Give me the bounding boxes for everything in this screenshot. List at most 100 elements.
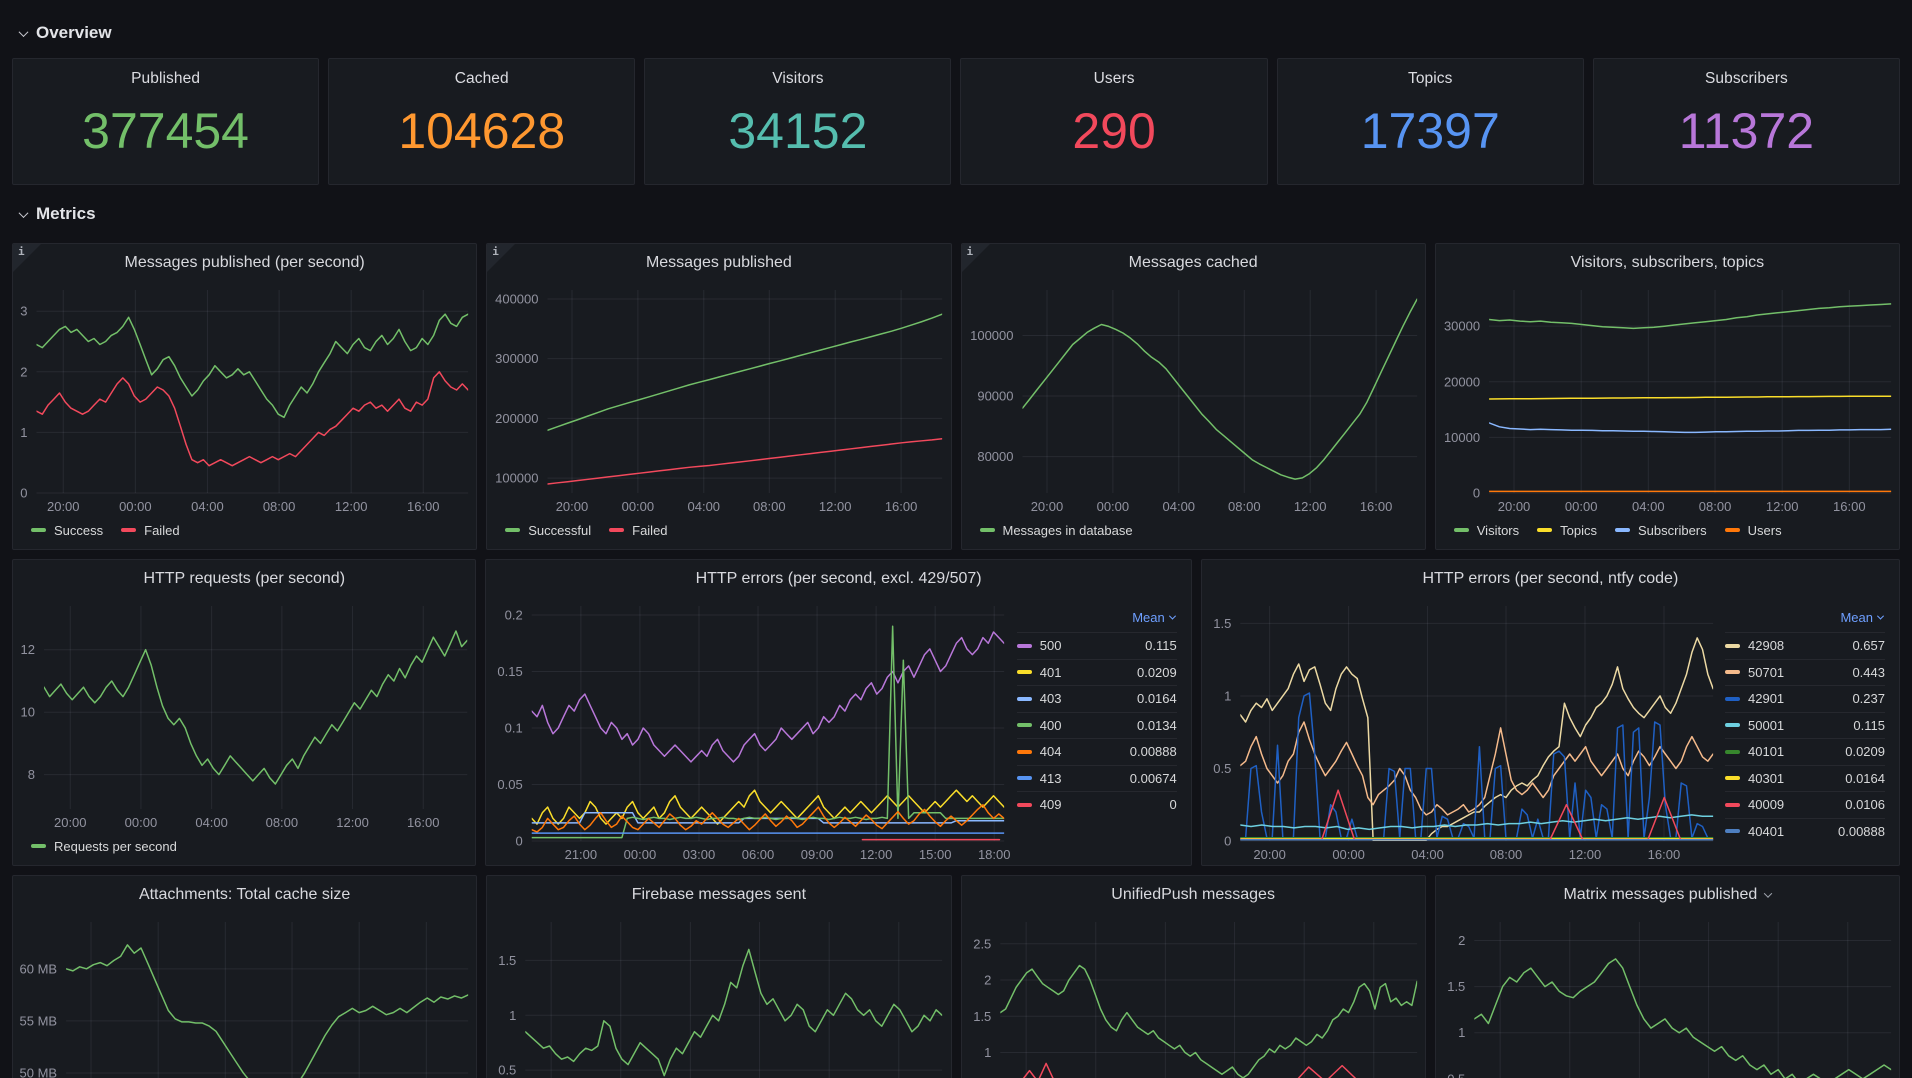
- chart-panel-cached: i Messages cached 80000 90000 100000 20:00 00:…: [960, 243, 1426, 550]
- legend-swatch: [1725, 696, 1740, 701]
- legend-item-users[interactable]: Users: [1724, 523, 1782, 538]
- legend-row-400[interactable]: 400 0.0134: [1016, 711, 1177, 739]
- chart-cached[interactable]: 80000 90000 100000 20:00 00:00 04:00 08:00 12:0…: [962, 282, 1425, 517]
- legend-mean-value: 0: [1169, 797, 1177, 813]
- x-axis-tick-label: 21:00: [565, 847, 598, 862]
- panel-title-text: Visitors, subscribers, topics: [1570, 254, 1765, 271]
- legend-swatch: [31, 528, 46, 532]
- legend-item-requests-per-second[interactable]: Requests per second: [31, 839, 177, 854]
- legend-row-40401[interactable]: 40401 0.00888: [1725, 817, 1885, 845]
- panel-title[interactable]: Matrix messages published: [1436, 876, 1899, 914]
- chart-http_err_ntfy[interactable]: 0 0.5 1 1.5 20:00 00:00 04:00 08:00 12:00 16:00: [1202, 598, 1721, 865]
- legend-item-subscribers[interactable]: Subscribers: [1615, 523, 1707, 538]
- chart-http_req[interactable]: 8 10 12 20:00 00:00 04:00 08:00 12:00 16:00: [13, 598, 475, 833]
- x-axis-tick-label: 20:00: [556, 499, 589, 514]
- x-axis-tick-label: 16:00: [885, 499, 918, 514]
- panel-title[interactable]: Messages cached: [962, 244, 1425, 282]
- legend-series-name: 401: [1039, 664, 1062, 680]
- legend-row-42901[interactable]: 42901 0.237: [1725, 685, 1885, 712]
- stat-panel-cached: Cached 104628: [328, 58, 636, 185]
- legend-row-50701[interactable]: 50701 0.443: [1725, 658, 1885, 686]
- y-axis-tick-label: 10000: [1444, 430, 1480, 445]
- chart-panel-firebase: Firebase messages sent0.511.520:0000:000…: [486, 875, 952, 1078]
- series-line-requests-per-second: [44, 630, 468, 785]
- legend: Successful Failed: [487, 517, 950, 549]
- legend-swatch: [505, 528, 521, 532]
- panel-title[interactable]: Visitors, subscribers, topics: [1436, 244, 1899, 282]
- panel-info-icon[interactable]: i: [13, 244, 41, 272]
- legend-row-413[interactable]: 413 0.00674: [1016, 764, 1177, 792]
- legend-row-403[interactable]: 403 0.0164: [1016, 685, 1177, 712]
- panel-title[interactable]: HTTP requests (per second): [13, 560, 475, 598]
- section-header-overview[interactable]: Overview: [12, 8, 1900, 58]
- legend-item-success[interactable]: Success: [31, 523, 103, 538]
- panel-info-icon[interactable]: i: [961, 244, 990, 272]
- y-axis-tick-label: 2: [1458, 933, 1465, 948]
- legend-row-42908[interactable]: 42908 0.657: [1725, 632, 1885, 659]
- legend-item-topics[interactable]: Topics: [1537, 523, 1597, 538]
- legend-mean-label: Mean: [1840, 610, 1873, 625]
- series-line-unifiedpush-messages: [999, 964, 1417, 1078]
- panel-title[interactable]: HTTP errors (per second, ntfy code): [1202, 560, 1899, 598]
- stat-label: Published: [131, 70, 201, 87]
- chart-vst[interactable]: 0 10000 20000 30000 20:00 00:00 04:00 08:00 12:0…: [1436, 282, 1899, 517]
- x-axis-tick-label: 08:00: [753, 499, 786, 514]
- x-axis-tick-label: 12:00: [819, 499, 852, 514]
- legend: Requests per second: [13, 833, 475, 865]
- panel-title[interactable]: Messages published (per second): [13, 244, 476, 282]
- chevron-down-icon: [1764, 889, 1773, 898]
- panel-title-text: Messages published (per second): [124, 254, 365, 271]
- chevron-down-icon: [18, 26, 29, 37]
- chart-pub_rate[interactable]: 0 1 2 3 20:00 00:00 04:00 08:00 12:00 16:00: [13, 282, 476, 517]
- legend-row-401[interactable]: 401 0.0209: [1016, 658, 1177, 686]
- chart-pub_total[interactable]: 100000 200000 300000 400000 20:00 00:00 04:00 0…: [487, 282, 950, 517]
- x-axis-tick-label: 12:00: [860, 847, 893, 862]
- panel-title[interactable]: Firebase messages sent: [487, 876, 950, 914]
- legend-item-successful[interactable]: Successful: [505, 523, 591, 538]
- stat-panel-published: Published 377454: [12, 58, 320, 185]
- legend-row-500[interactable]: 500 0.115: [1016, 632, 1177, 659]
- legend-row-40101[interactable]: 40101 0.0209: [1725, 738, 1885, 765]
- series-line-total-cache-size: [66, 944, 469, 1078]
- panel-info-icon[interactable]: i: [487, 244, 516, 272]
- stat-value: 104628: [398, 103, 566, 159]
- x-axis-tick-label: 08:00: [1699, 499, 1732, 514]
- section-header-metrics[interactable]: Metrics: [12, 185, 1900, 243]
- panel-title[interactable]: Attachments: Total cache size: [13, 876, 476, 914]
- legend-series-name: 400: [1039, 717, 1062, 733]
- chart-http_err_excl[interactable]: 0 0.05 0.1 0.15 0.2 21:00 00:00 03:00 06:00 09:00…: [486, 598, 1012, 865]
- legend-row-40301[interactable]: 40301 0.0164: [1725, 764, 1885, 792]
- legend-item-messages-in-database[interactable]: Messages in database: [979, 523, 1133, 538]
- legend-item-visitors[interactable]: Visitors: [1453, 523, 1519, 538]
- legend-mean-value: 0.0209: [1845, 744, 1885, 760]
- series-line-visitors: [1488, 303, 1891, 330]
- x-axis-tick-label: 12:00: [1766, 499, 1799, 514]
- legend-row-409[interactable]: 409 0: [1016, 791, 1177, 818]
- legend-mean-sort-header[interactable]: Mean: [1725, 608, 1885, 632]
- y-axis-tick-label: 55 MB: [20, 1013, 58, 1028]
- stat-value: 17397: [1360, 103, 1500, 159]
- legend-item-failed[interactable]: Failed: [121, 523, 180, 538]
- y-axis-tick-label: 3: [20, 304, 27, 319]
- x-axis-tick-label: 20:00: [1030, 499, 1063, 514]
- y-axis-tick-label: 12: [21, 642, 35, 657]
- legend-row-40009[interactable]: 40009 0.0106: [1725, 791, 1885, 818]
- x-axis-tick-label: 20:00: [1253, 847, 1286, 862]
- legend-item-failed[interactable]: Failed: [609, 523, 668, 538]
- legend-series-name: 409: [1039, 797, 1062, 813]
- y-axis-tick-label: 20000: [1444, 374, 1480, 389]
- y-axis-tick-label: 0: [20, 486, 27, 501]
- panel-title[interactable]: Messages published: [487, 244, 950, 282]
- legend-row-404[interactable]: 404 0.00888: [1016, 738, 1177, 765]
- y-axis-tick-label: 2: [984, 973, 991, 988]
- panel-title[interactable]: UnifiedPush messages: [962, 876, 1425, 914]
- panel-title[interactable]: HTTP errors (per second, excl. 429/507): [486, 560, 1190, 598]
- legend-mean-sort-header[interactable]: Mean: [1017, 608, 1177, 632]
- y-axis-tick-label: 0.2: [505, 608, 523, 623]
- x-axis-tick-label: 04:00: [688, 499, 721, 514]
- legend-row-50001[interactable]: 50001 0.115: [1725, 711, 1885, 739]
